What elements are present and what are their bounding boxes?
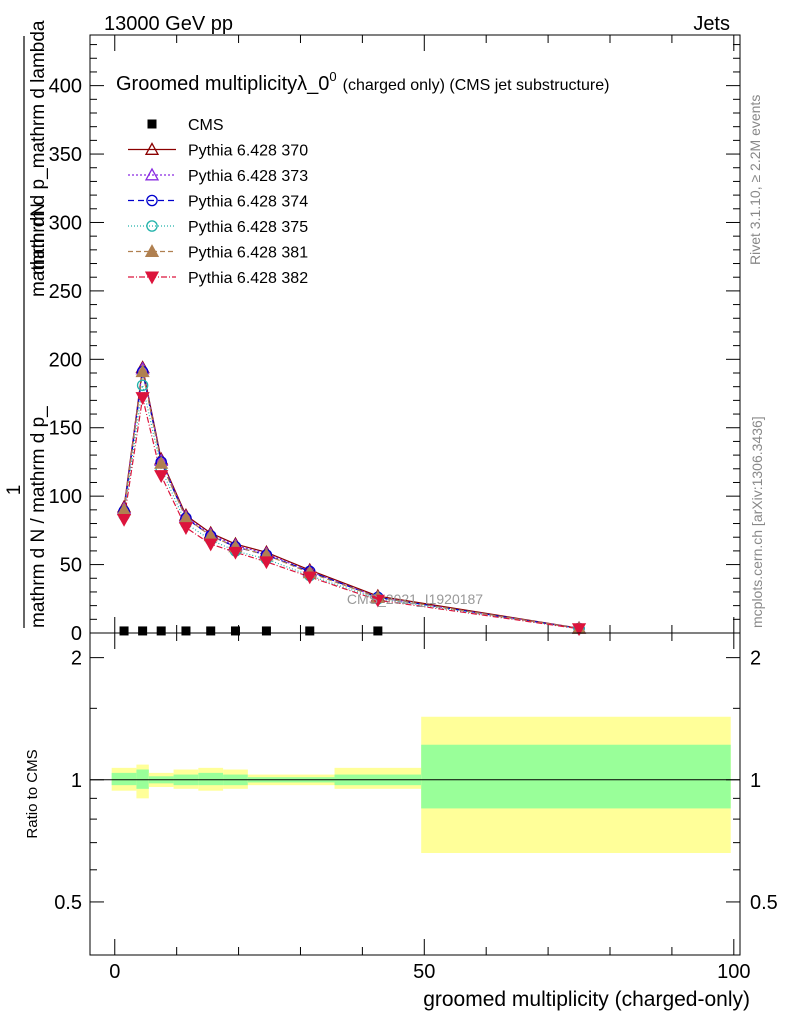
header-right: Jets	[693, 13, 730, 35]
y-tick-label: 300	[49, 212, 82, 234]
ratio-frame	[89, 632, 741, 956]
legend-marker	[144, 244, 160, 257]
series-line	[123, 368, 580, 629]
main-y-axis: 0 50 100 150 200 250 300 350 400	[49, 44, 740, 645]
title-symbol: λ_0	[297, 73, 329, 95]
y-tick-label: 0	[71, 623, 82, 645]
series-point	[571, 623, 587, 637]
legend-label: Pythia 6.428 375	[188, 219, 308, 236]
x-axis-label: groomed multiplicity (charged-only)	[423, 988, 750, 1011]
rivet-label: Rivet 3.1.10, ≥ 2.2M events	[747, 95, 763, 265]
y-tick-label: 100	[49, 486, 82, 508]
mcplots-label: mcplots.cern.ch [arXiv:1306.3436]	[749, 416, 765, 628]
y-tick-label: 350	[49, 144, 82, 166]
cms-point	[156, 626, 166, 636]
cms-point	[373, 626, 383, 636]
ratio-tick-label: 2	[71, 648, 82, 670]
x-tick-label: 0	[109, 961, 120, 983]
series-point	[178, 522, 194, 535]
watermark: CMS_2021_I1920187	[347, 591, 483, 607]
cms-point	[119, 626, 129, 636]
main-panel: 0 50 100 150 200 250 300 350 400 Groomed multipl…	[49, 34, 741, 645]
legend-marker	[144, 271, 160, 285]
cms-point	[206, 626, 216, 636]
cms-point	[261, 626, 271, 636]
x-tick-label: 100	[717, 961, 750, 983]
series-line	[123, 371, 580, 630]
series-line	[123, 385, 580, 630]
legend-marker	[146, 194, 158, 207]
y-tick-label: 250	[49, 281, 82, 303]
series-point	[136, 379, 149, 392]
ylabel-one: 1	[4, 485, 25, 496]
cms-point	[305, 626, 315, 636]
ratio-tick-label-right: 0.5	[750, 892, 778, 914]
series-point	[302, 571, 317, 585]
ylabel-lower: mathrm d N / mathrm d p_	[28, 406, 49, 628]
legend-label: Pythia 6.428 373	[188, 168, 308, 185]
legend-marker	[146, 220, 158, 232]
ylabel-numerator: mathrm dN	[28, 203, 49, 297]
legend: CMS Pythia 6.428 370 Pythia 6.428 373 Pythi…	[128, 117, 308, 287]
ylabel-denominator-tail: mathrm d p_mathrm d lambda	[28, 20, 49, 275]
ratio-band-green	[136, 769, 149, 789]
series-point	[259, 556, 274, 570]
cms-point	[230, 626, 240, 636]
ratio-ylabel: Ratio to CMS	[24, 749, 41, 838]
legend-label: Pythia 6.428 382	[188, 270, 308, 287]
title-suffix: (charged only) (CMS jet substructure)	[343, 77, 610, 94]
ratio-band-green	[421, 744, 731, 809]
cms-point	[181, 626, 191, 636]
legend-label: Pythia 6.428 381	[188, 245, 308, 262]
series-point	[135, 364, 150, 378]
legend-marker	[144, 142, 160, 155]
x-axis: 0 50 100	[109, 633, 750, 983]
series-point	[228, 546, 243, 560]
legend-marker	[144, 167, 160, 181]
legend-marker	[147, 119, 157, 129]
title-superscript: 0	[329, 69, 336, 84]
y-tick-label: 150	[49, 418, 82, 440]
ratio-band-green	[198, 772, 224, 786]
cms-point	[138, 626, 148, 636]
ratio-panel: 0.5 0.5 1 1 2 2 0 50 100 Ratio to CMS groomed m…	[24, 632, 778, 1011]
legend-label: Pythia 6.428 370	[188, 143, 308, 160]
series-point	[154, 470, 169, 483]
main-x-axis-ticks	[114, 35, 735, 633]
series-line	[123, 367, 580, 629]
ratio-bands	[111, 716, 731, 854]
ratio-tick-label-right: 1	[750, 770, 761, 792]
title-main: Groomed multiplicity	[116, 73, 297, 95]
legend-label: Pythia 6.428 374	[188, 194, 308, 211]
cms-points	[119, 626, 383, 636]
series-markers	[116, 360, 587, 637]
series-point	[154, 455, 169, 469]
x-tick-label: 50	[413, 961, 435, 983]
y-tick-label: 200	[49, 349, 82, 371]
ratio-tick-label: 1	[71, 770, 82, 792]
ratio-tick-label: 0.5	[54, 892, 82, 914]
chart-title: Groomed multiplicityλ_00 (charged only) (…	[116, 69, 609, 95]
y-tick-label: 400	[49, 76, 82, 98]
y-axis-label: mathrm dN mathrm d p_mathrm d lambda 1 m…	[4, 20, 49, 628]
series-point	[203, 538, 218, 552]
series-point	[116, 513, 132, 527]
series-lines	[123, 367, 580, 630]
legend-label: CMS	[188, 117, 224, 134]
ratio-band-green	[111, 772, 137, 786]
series-point	[370, 594, 385, 608]
series-line	[123, 397, 580, 630]
y-tick-label: 50	[60, 555, 82, 577]
header-left: 13000 GeV pp	[104, 13, 233, 35]
ratio-y-axis: 0.5 0.5 1 1 2 2	[54, 648, 778, 914]
ratio-tick-label-right: 2	[750, 648, 761, 670]
series-point	[135, 392, 150, 405]
